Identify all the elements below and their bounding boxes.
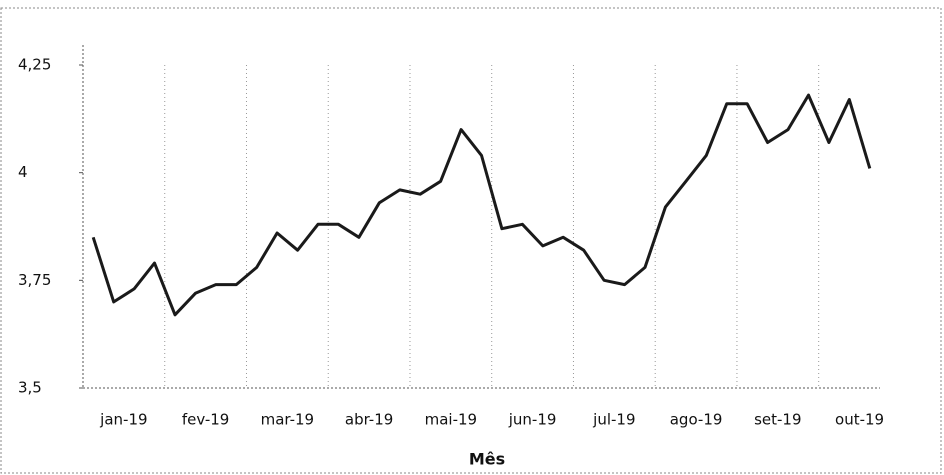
y-tick-label: 4 — [18, 163, 28, 181]
x-tick-label: out-19 — [835, 411, 884, 429]
x-axis-title: Mês — [469, 450, 505, 469]
y-tick-label: 3,75 — [18, 271, 51, 289]
x-tick-label: mar-19 — [261, 411, 315, 429]
x-tick-label: jun-19 — [508, 411, 557, 429]
x-tick-label: ago-19 — [670, 411, 723, 429]
y-tick-label: 4,25 — [18, 56, 51, 74]
x-tick-label: abr-19 — [345, 411, 393, 429]
x-tick-label: jul-19 — [592, 411, 635, 429]
data-line — [91, 93, 872, 317]
x-tick-label: jan-19 — [99, 411, 147, 429]
y-tick-label: 3,5 — [18, 379, 42, 397]
x-tick-label: mai-19 — [425, 411, 477, 429]
x-tick-label: set-19 — [754, 411, 801, 429]
chart-frame — [0, 7, 942, 474]
x-tick-label: fev-19 — [182, 411, 229, 429]
